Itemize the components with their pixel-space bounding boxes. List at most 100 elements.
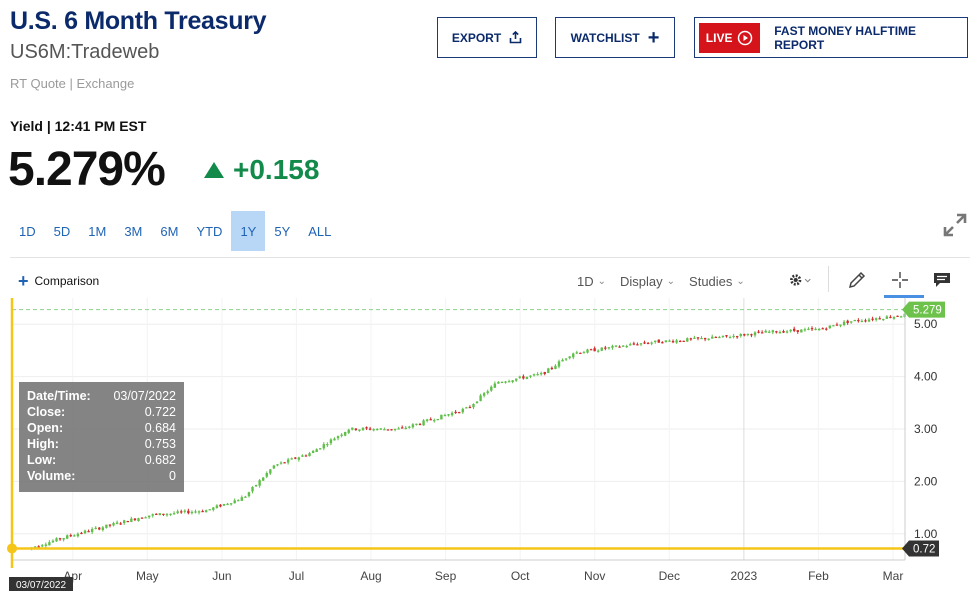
candle-body	[593, 348, 596, 352]
crosshair-icon	[892, 272, 908, 288]
divider	[10, 257, 970, 258]
candle-body	[600, 347, 603, 351]
candle-body	[101, 527, 105, 531]
candle-body	[696, 337, 700, 339]
live-report-button[interactable]: LIVE FAST MONEY HALFTIME REPORT	[694, 17, 968, 58]
candle-body	[58, 538, 62, 540]
candle-body	[450, 412, 454, 416]
candle-body	[397, 428, 400, 430]
range-3m[interactable]: 3M	[124, 223, 143, 239]
candle-body	[785, 331, 789, 333]
candle-body	[290, 458, 293, 460]
settings-button[interactable]	[788, 268, 812, 292]
studies-dropdown[interactable]: Studies ⌄	[682, 274, 752, 289]
range-5d[interactable]: 5D	[53, 223, 71, 239]
price-change: +0.158	[203, 154, 319, 186]
candle-body	[568, 356, 571, 359]
candle-body	[340, 434, 343, 436]
x-tick-label: Jun	[212, 569, 231, 583]
pencil-icon	[848, 271, 866, 289]
plus-icon: +	[18, 271, 29, 291]
candle-body	[807, 328, 810, 330]
candle-body	[336, 436, 340, 439]
watchlist-button[interactable]: WATCHLIST +	[555, 17, 675, 58]
watchlist-label: WATCHLIST	[570, 30, 640, 45]
candle-body	[607, 347, 611, 349]
x-tick-label: Feb	[808, 569, 829, 583]
candle-body	[458, 412, 461, 414]
candle-body	[864, 320, 867, 322]
interval-dropdown[interactable]: 1D ⌄	[570, 274, 613, 289]
candle-body	[55, 538, 58, 542]
candle-body	[155, 513, 158, 515]
annotation-button[interactable]	[930, 268, 954, 292]
candle-body	[500, 381, 504, 384]
candle-body	[643, 342, 646, 344]
candle-body	[835, 324, 839, 326]
x-tick-label: Mar	[883, 569, 904, 583]
candle-body	[112, 523, 115, 526]
candle-body	[686, 338, 689, 342]
tooltip-row: Date/Time: 03/07/2022	[27, 389, 176, 405]
display-dropdown[interactable]: Display ⌄	[613, 274, 682, 289]
candle-body	[379, 428, 383, 430]
candle-body	[162, 513, 165, 516]
range-1d[interactable]: 1D	[19, 223, 36, 239]
comparison-button[interactable]: + Comparison	[18, 271, 99, 291]
candle-body	[735, 336, 739, 338]
candle-body	[51, 540, 55, 543]
candle-body	[882, 319, 885, 321]
draw-button[interactable]	[845, 268, 869, 292]
candle-body	[475, 401, 479, 404]
candle-body	[315, 449, 318, 453]
candle-body	[272, 465, 276, 469]
candle-body	[333, 438, 336, 441]
range-5y[interactable]: 5Y	[274, 223, 291, 239]
tooltip-row: Low: 0.682	[27, 453, 176, 469]
plus-icon: +	[647, 26, 660, 49]
expand-icon[interactable]	[940, 210, 970, 240]
crosshair-button[interactable]	[888, 268, 912, 292]
candle-body	[757, 331, 760, 333]
candle-body	[130, 518, 133, 522]
candle-body	[828, 325, 832, 329]
candle-body	[33, 546, 37, 548]
candle-body	[80, 532, 83, 535]
candle-body	[447, 414, 450, 416]
display-label: Display	[620, 273, 663, 289]
candle-body	[140, 517, 144, 519]
tooltip-row: Open: 0.684	[27, 421, 176, 437]
candle-body	[564, 358, 568, 360]
candle-body	[682, 340, 685, 342]
candle-body	[237, 500, 240, 502]
candle-body	[400, 427, 404, 429]
range-all[interactable]: ALL	[308, 223, 332, 239]
candle-body	[436, 418, 440, 421]
candle-body	[415, 423, 418, 425]
tooltip-key: High:	[27, 437, 59, 451]
range-1m[interactable]: 1M	[88, 223, 107, 239]
candle-body	[212, 507, 215, 510]
export-button[interactable]: EXPORT	[437, 17, 537, 58]
range-1y[interactable]: 1Y	[231, 211, 266, 251]
x-tick-label: 2023	[731, 569, 758, 583]
candle-body	[358, 429, 361, 431]
candle-body	[133, 518, 137, 521]
candle-body	[657, 339, 660, 343]
candle-body	[73, 535, 76, 537]
candle-body	[668, 340, 671, 342]
candle-body	[632, 343, 636, 345]
candle-body	[753, 332, 757, 336]
tooltip-value: 0.684	[144, 421, 176, 435]
candle-body	[490, 386, 493, 391]
y-tick-label: 5.00	[914, 317, 938, 331]
live-badge: LIVE	[699, 22, 761, 53]
candle-body	[319, 448, 322, 450]
range-ytd[interactable]: YTD	[196, 223, 223, 239]
candle-body	[354, 428, 358, 431]
candle-body	[664, 340, 668, 343]
candle-body	[308, 453, 311, 457]
range-6m[interactable]: 6M	[160, 223, 179, 239]
